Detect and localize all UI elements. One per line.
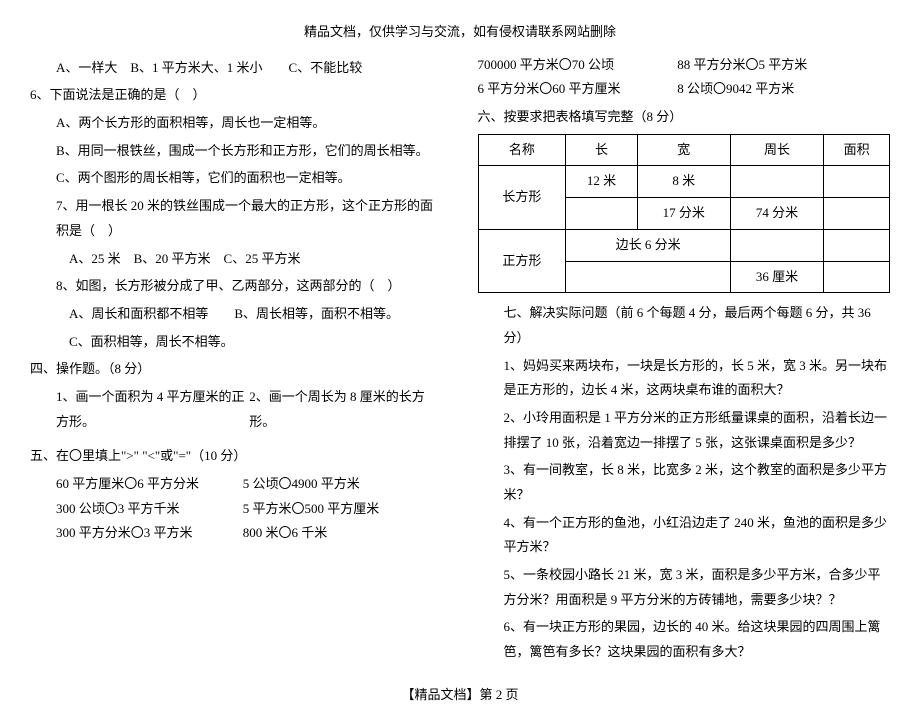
left-column: A、一样大 B、1 平方米大、1 米小 C、不能比较 6、下面说法是正确的是（ … [30,53,443,668]
cell [566,261,731,293]
page-header: 精品文档，仅供学习与交流，如有侵权请联系网站删除 [30,20,890,45]
cell [730,166,823,198]
cell [730,229,823,261]
cell [824,261,890,293]
cell-rect: 长方形 [478,166,566,229]
section-5: 五、在〇里填上">" "<"或"="（10 分） [30,444,443,469]
q6-opt-b: B、用同一根铁丝，围成一个长方形和正方形，它们的周长相等。 [30,139,443,164]
th-name: 名称 [478,134,566,166]
s7-q5: 5、一条校园小路长 21 米，宽 3 米，面积是多少平方米，合多少平方分米？用面… [478,563,891,612]
q7-opts: A、25 米 B、20 平方米 C、25 平方米 [30,247,443,272]
table-row: 长方形 12 米 8 米 [478,166,890,198]
cell [566,198,637,230]
th-width: 宽 [637,134,730,166]
compare-row-3: 300 平方分米〇3 平方米 800 米〇6 千米 [30,521,443,546]
q6-opt-a: A、两个长方形的面积相等，周长也一定相等。 [30,111,443,136]
fill-table: 名称 长 宽 周长 面积 长方形 12 米 8 米 17 分米 74 分米 正方… [478,134,891,293]
compare-row-2: 300 公顷〇3 平方千米 5 平方米〇500 平方厘米 [30,497,443,522]
cmp-3a: 300 平方分米〇3 平方米 [56,521,243,546]
cell [824,166,890,198]
section-7: 七、解决实际问题（前 6 个每题 4 分，最后两个每题 6 分，共 36 分） [478,301,891,350]
q7: 7、用一根长 20 米的铁丝围成一个最大的正方形，这个正方形的面积是（ ） [30,194,443,243]
right-column: 700000 平方米〇70 公顷 88 平方分米〇5 平方米 6 平方分米〇60… [478,53,891,668]
sec4-q1: 1、画一个面积为 4 平方厘米的正方形。 [30,385,249,434]
q8-opt-a: A、周长和面积都不相等 B、周长相等，面积不相等。 [30,302,443,327]
table-header-row: 名称 长 宽 周长 面积 [478,134,890,166]
cmp-5a: 6 平方分米〇60 平方厘米 [478,77,678,102]
cmp-2b: 5 平方米〇500 平方厘米 [243,497,430,522]
th-perimeter: 周长 [730,134,823,166]
compare-row-1: 60 平方厘米〇6 平方分米 5 公顷〇4900 平方米 [30,472,443,497]
cmp-5b: 8 公顷〇9042 平方米 [677,77,877,102]
page-footer: 【精品文档】第 2 页 [30,683,890,708]
cell: 74 分米 [730,198,823,230]
cell: 36 厘米 [730,261,823,293]
section-6: 六、按要求把表格填写完整（8 分） [478,105,891,130]
cmp-3b: 800 米〇6 千米 [243,521,430,546]
sec4-q2: 2、画一个周长为 8 厘米的长方形。 [249,385,442,434]
compare-row-5: 6 平方分米〇60 平方厘米 8 公顷〇9042 平方米 [478,77,891,102]
cmp-1a: 60 平方厘米〇6 平方分米 [56,472,243,497]
s7-q4: 4、有一个正方形的鱼池，小红沿边走了 240 米，鱼池的面积是多少平方米？ [478,511,891,560]
cell: 17 分米 [637,198,730,230]
compare-row-4: 700000 平方米〇70 公顷 88 平方分米〇5 平方米 [478,53,891,78]
th-area: 面积 [824,134,890,166]
q6: 6、下面说法是正确的是（ ） [30,83,443,108]
q6-opt-c: C、两个图形的周长相等，它们的面积也一定相等。 [30,166,443,191]
cmp-2a: 300 公顷〇3 平方千米 [56,497,243,522]
sec4-row: 1、画一个面积为 4 平方厘米的正方形。 2、画一个周长为 8 厘米的长方形。 [30,385,443,434]
cell: 边长 6 分米 [566,229,731,261]
q8-opt-c: C、面积相等，周长不相等。 [30,330,443,355]
cell [824,229,890,261]
content-columns: A、一样大 B、1 平方米大、1 米小 C、不能比较 6、下面说法是正确的是（ … [30,53,890,668]
cmp-1b: 5 公顷〇4900 平方米 [243,472,430,497]
cell-square: 正方形 [478,229,566,292]
table-row: 正方形 边长 6 分米 [478,229,890,261]
s7-q6: 6、有一块正方形的果园，边长的 40 米。给这块果园的四周围上篱笆，篱笆有多长？… [478,615,891,664]
cell: 12 米 [566,166,637,198]
cell: 8 米 [637,166,730,198]
q8: 8、如图，长方形被分成了甲、乙两部分，这两部分的（ ） [30,274,443,299]
cmp-4a: 700000 平方米〇70 公顷 [478,53,678,78]
cell [824,198,890,230]
s7-q3: 3、有一间教室，长 8 米，比宽多 2 米，这个教室的面积是多少平方米？ [478,458,891,507]
s7-q2: 2、小玲用面积是 1 平方分米的正方形纸量课桌的面积，沿着长边一排摆了 10 张… [478,406,891,455]
s7-q1: 1、妈妈买来两块布，一块是长方形的，长 5 米，宽 3 米。另一块布是正方形的，… [478,354,891,403]
section-4: 四、操作题。（8 分） [30,357,443,382]
options-line: A、一样大 B、1 平方米大、1 米小 C、不能比较 [30,56,443,81]
cmp-4b: 88 平方分米〇5 平方米 [677,53,877,78]
th-length: 长 [566,134,637,166]
